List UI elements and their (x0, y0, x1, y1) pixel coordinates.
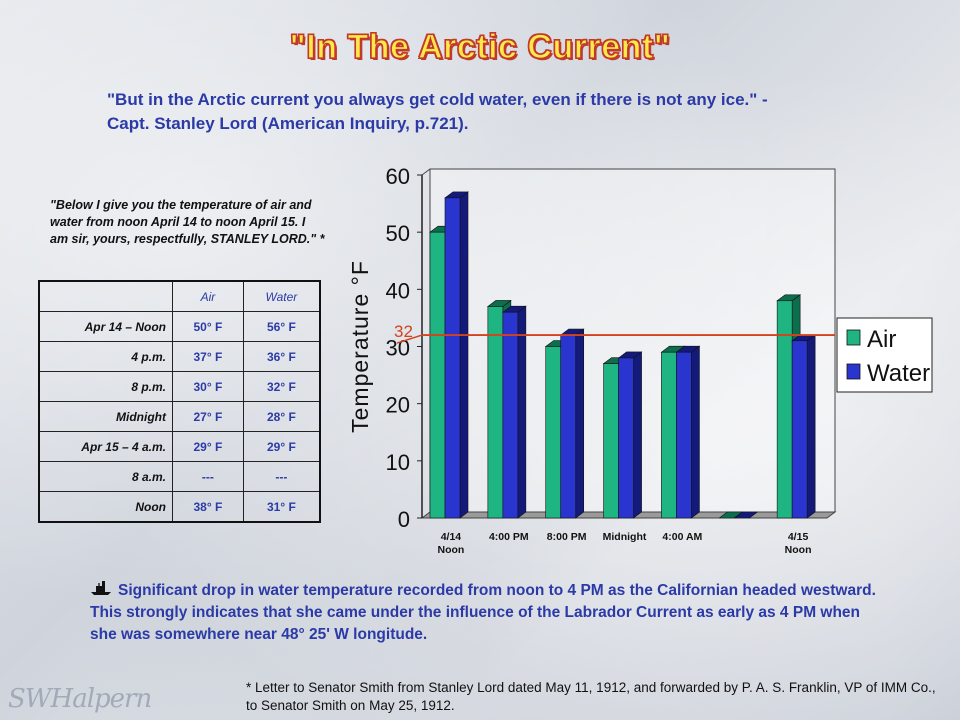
table-row: Midnight 27° F 28° F (39, 401, 320, 432)
row-label: Midnight (39, 401, 173, 432)
bar-water (676, 351, 692, 519)
air-cell: 29° F (172, 431, 244, 462)
x-tick-label: Noon (438, 544, 465, 556)
water-cell: 28° F (243, 401, 320, 432)
bar-water (444, 197, 461, 519)
air-cell: 27° F (172, 401, 244, 432)
legend-swatch-water (846, 363, 861, 380)
y-axis-label: Temperature °F (347, 260, 373, 433)
row-label: 8 a.m. (39, 461, 173, 492)
row-label: 4 p.m. (39, 341, 173, 372)
table-row: 8 a.m. --- --- (39, 461, 320, 492)
legend-label-water: Water (867, 360, 930, 387)
bar-water (791, 340, 808, 519)
bullet-note: Significant drop in water temperature re… (90, 580, 890, 646)
air-cell: --- (172, 461, 244, 492)
signature-logo: SWHalpern (8, 684, 152, 714)
table-row: Apr 15 – 4 a.m. 29° F 29° F (39, 431, 320, 462)
bar-air (661, 351, 677, 519)
table-header-air: Air (172, 281, 244, 312)
quote-text: "But in the Arctic current you always ge… (107, 90, 768, 133)
bar-water (502, 311, 519, 519)
row-label: Apr 14 – Noon (39, 311, 173, 342)
x-tick-label: 4/15 (788, 531, 809, 543)
table-row: 4 p.m. 37° F 36° F (39, 341, 320, 372)
bar-side-water (575, 328, 585, 519)
bar-side-water (459, 191, 469, 519)
table-row: Apr 14 – Noon 50° F 56° F (39, 311, 320, 342)
bar-side-water (517, 305, 527, 519)
y-tick-label: 60 (386, 164, 410, 189)
footnote: * Letter to Senator Smith from Stanley L… (246, 680, 936, 713)
bar-top-water (733, 511, 759, 519)
row-label: Apr 15 – 4 a.m. (39, 431, 173, 462)
bar-side-water (633, 351, 642, 519)
table-header-blank (39, 281, 173, 312)
table-row: 8 p.m. 30° F 32° F (39, 371, 320, 402)
y-tick-label: 0 (398, 507, 410, 532)
bar-water (618, 357, 634, 519)
temperature-table: Air Water Apr 14 – Noon 50° F 56° F 4 p.… (38, 280, 321, 523)
reference-line-lead (396, 334, 423, 344)
bullet-text: Significant drop in water temperature re… (90, 582, 876, 643)
bar-air (776, 300, 793, 519)
bar-side-water (806, 334, 816, 519)
x-tick-label: 4:00 PM (489, 531, 529, 543)
table-header-water: Water (243, 281, 320, 312)
water-cell: 32° F (243, 371, 320, 402)
table-header-row: Air Water (39, 281, 320, 312)
row-label: Noon (39, 491, 173, 522)
y-tick-label: 50 (386, 221, 410, 246)
bar-air (603, 363, 619, 519)
letter-excerpt: "Below I give you the temperature of air… (50, 198, 325, 246)
air-cell: 30° F (172, 371, 244, 402)
bar-side-water (691, 345, 700, 519)
y-tick-label: 20 (386, 393, 410, 418)
axis-depth-line (421, 168, 431, 176)
air-cell: 38° F (172, 491, 244, 522)
x-tick-label: Midnight (603, 531, 647, 543)
bar-air (545, 346, 562, 519)
bar-air (429, 231, 446, 519)
y-tick-label: 40 (386, 278, 410, 303)
x-tick-label: 4:00 AM (662, 531, 702, 543)
ship-icon (91, 581, 111, 595)
bar-water (560, 334, 577, 519)
reference-line-label: 32 (394, 322, 413, 341)
water-cell: 36° F (243, 341, 320, 372)
air-cell: 37° F (172, 341, 244, 372)
legend-label-air: Air (867, 326, 896, 353)
water-cell: 56° F (243, 311, 320, 342)
y-tick-label: 10 (386, 450, 410, 475)
page-title: "In The Arctic Current" (289, 27, 671, 66)
water-cell: 31° F (266, 499, 296, 514)
x-tick-label: Noon (785, 544, 812, 556)
table-row: Noon 38° F 31° F (39, 491, 320, 522)
air-cell: 50° F (172, 311, 244, 342)
x-tick-label: 4/14 (441, 531, 462, 543)
water-cell: --- (243, 461, 320, 492)
row-label: 8 p.m. (39, 371, 173, 402)
water-cell: 29° F (243, 431, 320, 462)
legend-swatch-air (846, 329, 861, 346)
x-tick-label: 8:00 PM (547, 531, 587, 543)
bar-air (487, 306, 504, 519)
